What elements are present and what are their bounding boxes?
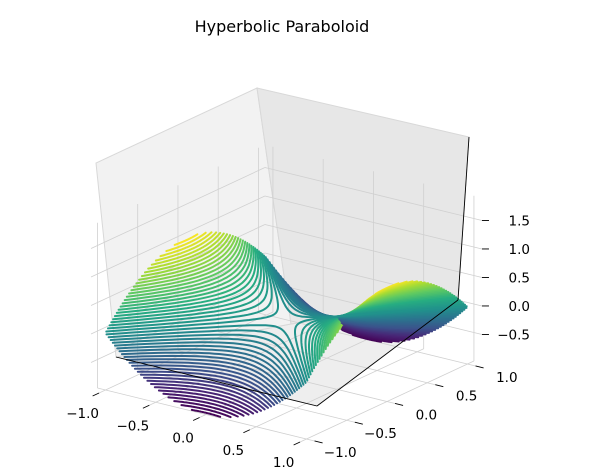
- wall-grid-z: [264, 224, 483, 278]
- y-axis-line: [316, 299, 459, 407]
- x-tick-mark: [243, 429, 251, 434]
- contour-line: [159, 231, 213, 258]
- contour-line: [173, 233, 199, 246]
- contour-line: [109, 333, 303, 388]
- contour-line: [144, 233, 228, 274]
- y-tick-mark: [475, 365, 484, 369]
- contour-line: [162, 392, 250, 416]
- x-tick-label: 0.0: [172, 431, 193, 447]
- contour-line: [119, 244, 253, 308]
- z-tick-label: 1.0: [508, 242, 529, 258]
- contour-line: [111, 337, 301, 390]
- wall-grid-z: [264, 195, 483, 250]
- x-tick-label: 0.5: [223, 443, 244, 459]
- x-tick-label: −1.0: [66, 406, 99, 422]
- z-tick-label: 1.5: [508, 213, 529, 229]
- x-axis-ticks: −1.0 −0.5 0.0 0.5 1.0: [66, 392, 301, 471]
- contour-line: [139, 373, 273, 408]
- contour-line: [165, 231, 207, 253]
- contour-line: [110, 251, 265, 324]
- wall-grid-z: [90, 195, 266, 278]
- contour-line: [147, 232, 225, 270]
- y-tick-label: 0.0: [416, 407, 437, 423]
- contour-line: [114, 341, 298, 391]
- wall-grid-z: [264, 167, 483, 221]
- y-tick-label: −0.5: [364, 426, 397, 442]
- contour-line: [140, 234, 232, 278]
- z-tick-label: 0.0: [508, 299, 529, 315]
- contour-line: [128, 239, 244, 295]
- x-tick-mark: [192, 417, 200, 421]
- contour-line: [123, 354, 289, 398]
- z-tick-label: 0.5: [508, 270, 529, 286]
- axis-lines: [115, 136, 470, 407]
- y-tick-mark: [394, 403, 404, 406]
- wall-grid-z: [90, 167, 266, 249]
- contour-line: [190, 408, 222, 418]
- z-axis-ticks: −0.5 0.0 0.5 1.0 1.5: [481, 213, 530, 343]
- contour-line: [143, 376, 269, 409]
- contour-line: [351, 333, 383, 343]
- x-tick-mark: [142, 404, 150, 409]
- contour-line: [115, 247, 257, 314]
- contour-line: [135, 236, 237, 285]
- contour-line: [157, 389, 255, 415]
- y-axis-ticks: −1.0 −0.5 0.0 0.5 1.0: [314, 365, 518, 461]
- contour-line: [116, 344, 296, 393]
- contour-line: [113, 248, 260, 318]
- contour-line: [167, 396, 245, 417]
- x-axis-line: [115, 356, 318, 407]
- contour-line: [132, 237, 240, 288]
- contour-line: [154, 231, 218, 262]
- contour-line: [121, 243, 251, 305]
- y-tick-mark: [435, 384, 444, 388]
- contour-line: [125, 240, 247, 298]
- contour-line: [136, 370, 276, 406]
- contour-line: [133, 367, 279, 405]
- contour-line: [117, 246, 255, 311]
- contour-line: [304, 302, 465, 376]
- contour-line: [118, 348, 294, 395]
- z-axis-line: [457, 136, 470, 301]
- contour-line: [131, 364, 281, 403]
- contour-line: [138, 235, 234, 281]
- contour-line: [107, 254, 273, 330]
- contour-line: [107, 329, 305, 386]
- contour-line: [150, 231, 222, 266]
- x-tick-label: −0.5: [116, 418, 149, 434]
- contour-line: [105, 324, 307, 384]
- contour-line: [120, 351, 292, 397]
- floor-grid-x: [249, 348, 424, 431]
- contour-line: [173, 400, 239, 418]
- contour-line: [146, 379, 266, 411]
- surface-contours: [105, 231, 468, 419]
- contour-line: [294, 305, 468, 382]
- contour-line: [112, 250, 263, 321]
- contour-line: [123, 242, 249, 302]
- contour-line: [180, 404, 232, 419]
- z-tick-label: −0.5: [497, 327, 530, 343]
- contour-line: [130, 238, 242, 292]
- contour-line: [270, 264, 464, 318]
- x-tick-label: 1.0: [273, 455, 294, 471]
- x-tick-mark: [293, 441, 301, 446]
- x-tick-mark: [92, 392, 100, 397]
- floor-grid-x: [299, 360, 475, 443]
- contour-line: [308, 300, 463, 373]
- contour-line: [150, 383, 262, 412]
- y-tick-mark: [314, 440, 323, 444]
- contour-line: [105, 256, 279, 333]
- y-tick-label: −1.0: [324, 445, 357, 461]
- y-tick-label: 0.5: [456, 389, 477, 405]
- contour-line: [128, 361, 284, 402]
- contour-line: [153, 386, 259, 414]
- y-tick-mark: [354, 421, 363, 425]
- y-tick-label: 1.0: [496, 370, 517, 386]
- contour-line: [125, 358, 287, 400]
- chart-title: Hyperbolic Paraboloid: [195, 17, 370, 36]
- left-back-pane: [95, 87, 292, 358]
- contour-line: [108, 253, 269, 327]
